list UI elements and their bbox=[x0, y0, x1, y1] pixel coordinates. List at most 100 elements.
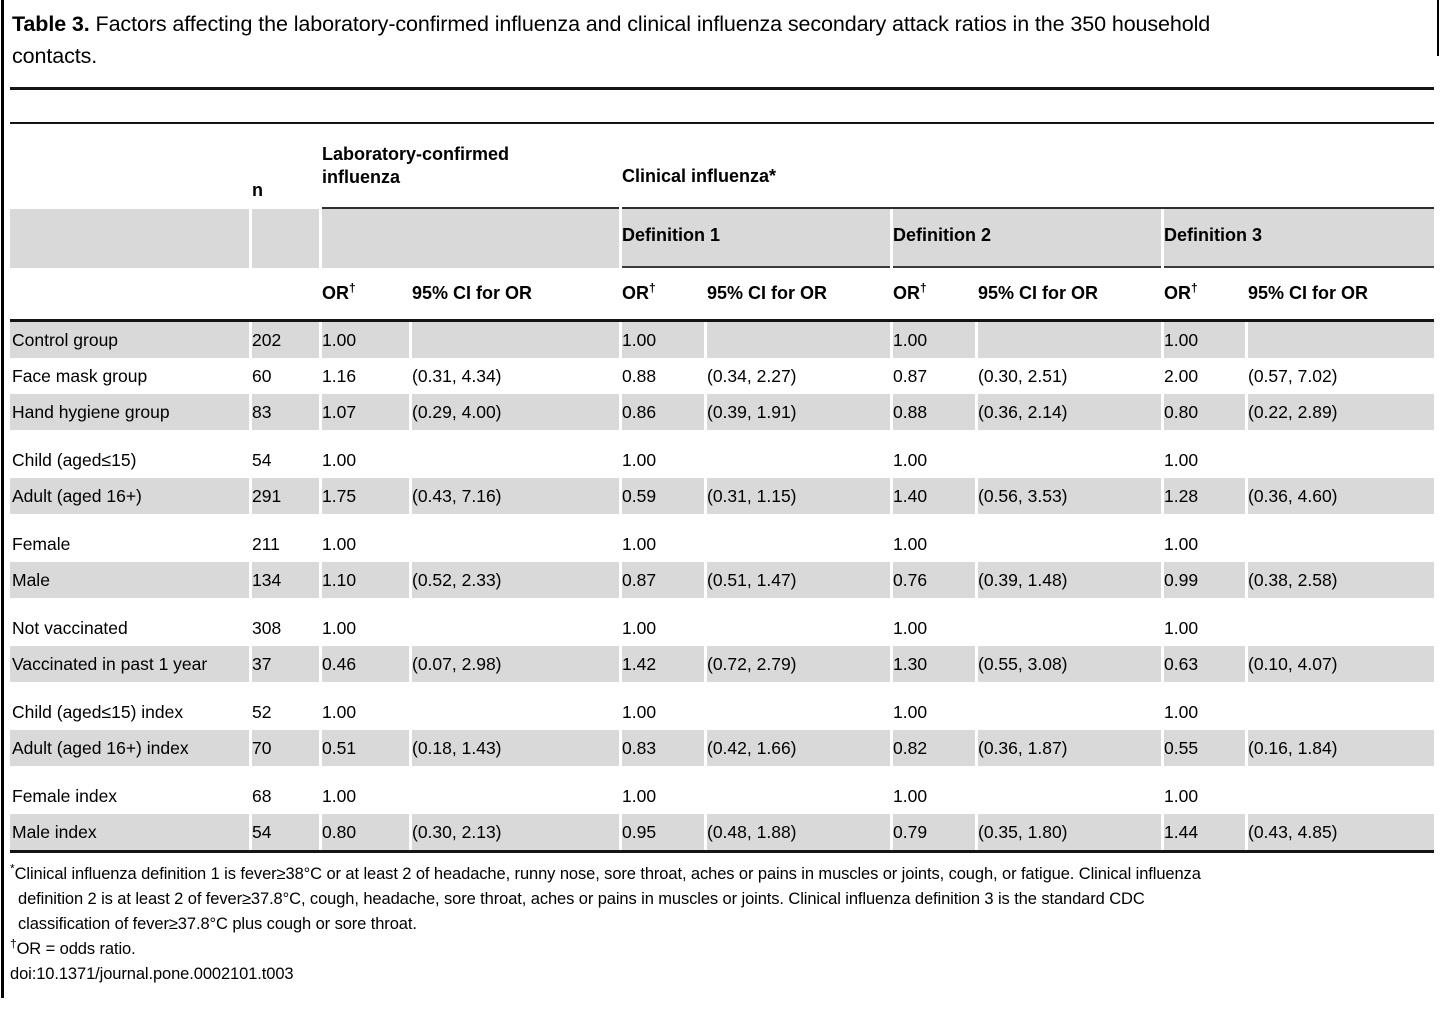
n-value: 211 bbox=[252, 533, 280, 554]
or-value: 1.00 bbox=[322, 701, 357, 722]
or-value: 0.76 bbox=[893, 562, 975, 598]
ci-value bbox=[412, 322, 619, 358]
ci-header-def1: 95% CI for OR bbox=[707, 282, 828, 303]
or-value: 1.16 bbox=[322, 365, 357, 386]
ci-value bbox=[1248, 610, 1434, 646]
or-value: 1.00 bbox=[1164, 533, 1199, 554]
table-number: Table 3. bbox=[12, 12, 90, 36]
or-value: 1.00 bbox=[893, 785, 928, 806]
ci-value: (0.36, 2.14) bbox=[978, 394, 1161, 430]
or-value: 1.00 bbox=[622, 785, 657, 806]
ci-value bbox=[978, 322, 1161, 358]
title-text: Factors affecting the laboratory-confirm… bbox=[95, 12, 1211, 36]
ci-value: (0.72, 2.79) bbox=[707, 646, 890, 682]
n-value: 202 bbox=[252, 322, 319, 358]
table-row: Adult (aged 16+) index 70 0.51 (0.18, 1.43)… bbox=[10, 730, 1434, 766]
or-value: 1.00 bbox=[322, 533, 357, 554]
ci-value: (0.55, 3.08) bbox=[978, 646, 1161, 682]
ci-value bbox=[1248, 778, 1434, 814]
ci-value: (0.38, 2.58) bbox=[1248, 562, 1434, 598]
or-value: 1.00 bbox=[1164, 785, 1199, 806]
table-row: Child (aged≤15) 54 1.00 1.00 1.00 1.00 bbox=[10, 442, 1434, 478]
ci-value bbox=[978, 610, 1161, 646]
or-value: 0.59 bbox=[622, 478, 704, 514]
or-value: 1.00 bbox=[893, 617, 928, 638]
or-value: 0.82 bbox=[893, 730, 975, 766]
row-label: Hand hygiene group bbox=[10, 394, 249, 430]
group-spacer bbox=[10, 430, 1434, 442]
ci-value bbox=[978, 442, 1161, 478]
row-label: Vaccinated in past 1 year bbox=[10, 646, 249, 682]
row-label: Male bbox=[10, 562, 249, 598]
row-label: Adult (aged 16+) index bbox=[10, 730, 249, 766]
rule-under-title bbox=[10, 87, 1434, 90]
or-value: 1.00 bbox=[622, 322, 704, 358]
ci-value: (0.52, 2.33) bbox=[412, 562, 619, 598]
ci-value: (0.36, 1.87) bbox=[978, 730, 1161, 766]
or-value: 0.79 bbox=[893, 814, 975, 850]
or-value: 1.00 bbox=[622, 449, 657, 470]
or-value: 1.30 bbox=[893, 646, 975, 682]
ci-value bbox=[707, 442, 890, 478]
table-row: Female 211 1.00 1.00 1.00 1.00 bbox=[10, 526, 1434, 562]
spacer-cell bbox=[10, 598, 1434, 610]
ci-value: (0.39, 1.48) bbox=[978, 562, 1161, 598]
ci-value: (0.43, 7.16) bbox=[412, 478, 619, 514]
or-value: 1.00 bbox=[322, 322, 409, 358]
or-label: OR bbox=[1164, 282, 1191, 303]
row-label: Female index bbox=[12, 785, 118, 806]
ci-header-def2: 95% CI for OR bbox=[978, 282, 1099, 303]
row-label: Face mask group bbox=[12, 365, 148, 386]
or-definition-text: OR = odds ratio. bbox=[16, 940, 136, 958]
ci-value bbox=[1248, 694, 1434, 730]
table-row: Male index 54 0.80 (0.30, 2.13) 0.95 (0.48, 1… bbox=[10, 814, 1434, 850]
header-row-groups: n Laboratory-confirmed influenza Clinica… bbox=[10, 124, 1434, 209]
group-header-clinical: Clinical influenza* bbox=[622, 124, 1434, 209]
ci-value bbox=[1248, 322, 1434, 358]
or-value: 0.46 bbox=[322, 646, 409, 682]
or-value: 0.86 bbox=[622, 394, 704, 430]
ci-value: (0.42, 1.66) bbox=[707, 730, 890, 766]
or-value: 0.88 bbox=[622, 365, 657, 386]
n-value: 60 bbox=[252, 365, 272, 386]
group-spacer bbox=[10, 766, 1434, 778]
title-line-2: contacts. bbox=[12, 44, 98, 68]
table-row: Female index 68 1.00 1.00 1.00 1.00 bbox=[10, 778, 1434, 814]
header-row-measures: OR† 95% CI for OR OR† 95% CI for OR OR† … bbox=[10, 268, 1434, 322]
ci-value bbox=[412, 526, 619, 562]
ci-value bbox=[707, 610, 890, 646]
n-value: 291 bbox=[252, 478, 319, 514]
row-label: Male index bbox=[10, 814, 249, 850]
or-value: 1.28 bbox=[1164, 478, 1245, 514]
or-value: 0.80 bbox=[322, 814, 409, 850]
footnote-text-line2: definition 2 is at least 2 of fever≥37.8… bbox=[18, 890, 1145, 908]
ci-value: (0.10, 4.07) bbox=[1248, 646, 1434, 682]
or-value: 1.00 bbox=[1164, 449, 1199, 470]
dagger-superscript: † bbox=[10, 936, 17, 951]
group-spacer bbox=[10, 598, 1434, 610]
or-value: 0.63 bbox=[1164, 646, 1245, 682]
n-value: 70 bbox=[252, 730, 319, 766]
group-header-lab-confirmed: Laboratory-confirmed influenza bbox=[322, 124, 619, 209]
n-value: 37 bbox=[252, 646, 319, 682]
ci-value bbox=[412, 442, 619, 478]
ci-value: (0.16, 1.84) bbox=[1248, 730, 1434, 766]
header-row-definitions: Definition 1 Definition 2 Definition 3 bbox=[10, 209, 1434, 268]
or-header-def3: OR† bbox=[1164, 268, 1245, 322]
n-value: 83 bbox=[252, 394, 319, 430]
or-value: 1.00 bbox=[893, 449, 928, 470]
n-value: 68 bbox=[252, 785, 272, 806]
or-label: OR bbox=[893, 282, 920, 303]
or-value: 1.42 bbox=[622, 646, 704, 682]
ci-value: (0.34, 2.27) bbox=[707, 365, 797, 386]
ci-value: (0.57, 7.02) bbox=[1248, 365, 1338, 386]
or-value: 0.88 bbox=[893, 394, 975, 430]
right-border-bar bbox=[1437, 0, 1439, 56]
or-value: 1.07 bbox=[322, 394, 409, 430]
or-value: 0.80 bbox=[1164, 394, 1245, 430]
ci-value: (0.31, 1.15) bbox=[707, 478, 890, 514]
ci-value: (0.43, 4.85) bbox=[1248, 814, 1434, 850]
row-label: Female bbox=[12, 533, 71, 554]
ci-value: (0.29, 4.00) bbox=[412, 394, 619, 430]
definition-3-header: Definition 3 bbox=[1164, 209, 1434, 268]
